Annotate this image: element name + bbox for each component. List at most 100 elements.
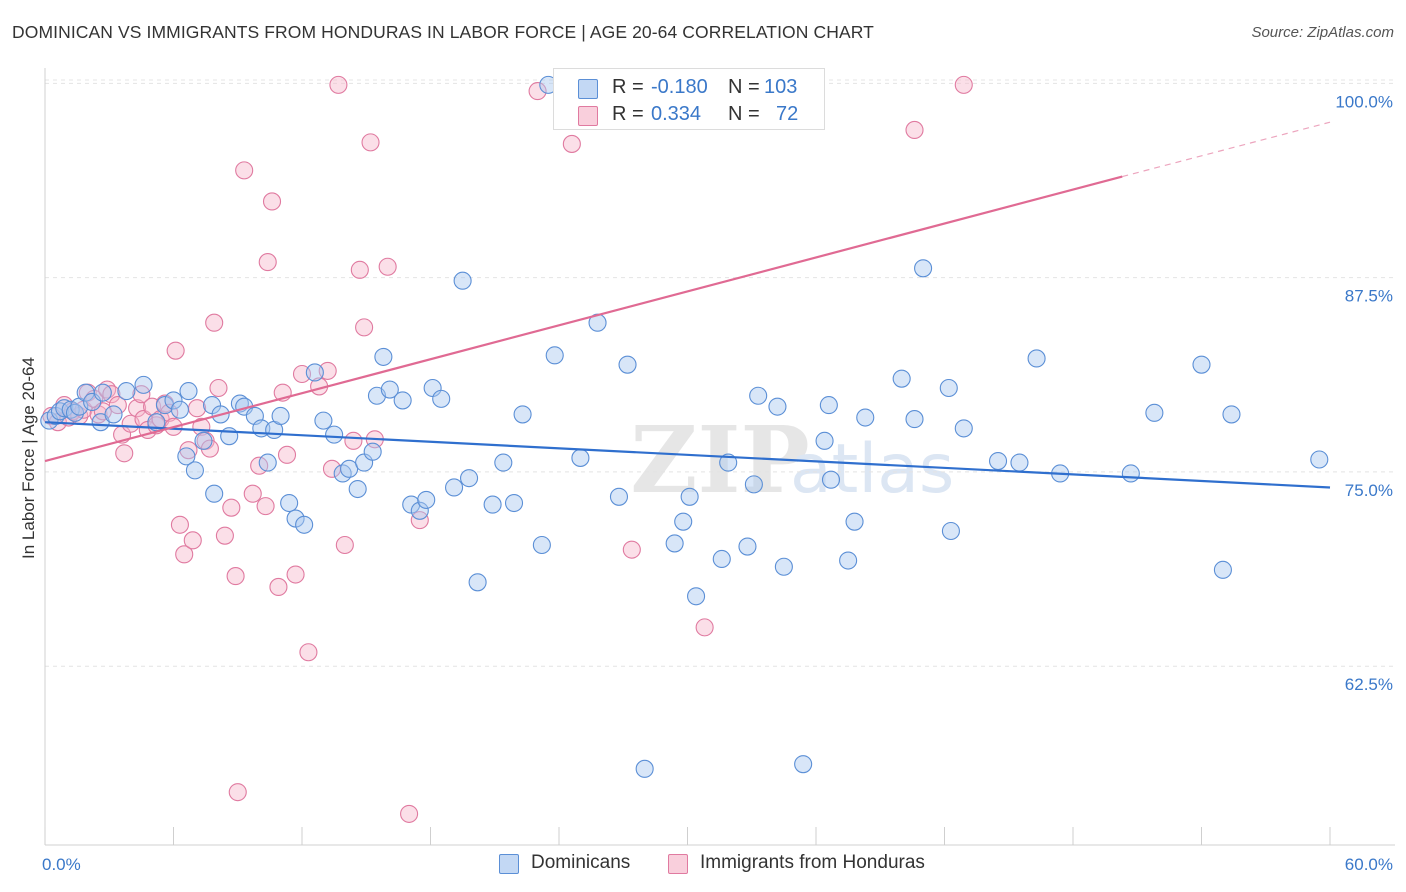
data-point-honduras [905, 120, 924, 140]
data-point-honduras [269, 577, 288, 597]
n-label: N = [728, 103, 760, 125]
data-point-dominican [1192, 355, 1211, 374]
data-point-dominican [179, 382, 198, 401]
data-point-honduras [115, 444, 134, 463]
data-point-honduras [205, 313, 224, 332]
data-point-honduras [400, 804, 419, 823]
honduras-swatch [578, 106, 598, 126]
data-point-dominican [170, 400, 189, 419]
stats-row-honduras: R = 0.334 N = 72 [554, 100, 824, 128]
data-point-dominican [295, 515, 314, 534]
data-point-dominican [333, 464, 352, 483]
r-label: R = [612, 103, 644, 125]
data-point-dominican [618, 355, 637, 374]
stats-legend: R = -0.180 N = 103 R = 0.334 N = 72 [553, 68, 825, 130]
data-point-dominican [815, 431, 834, 450]
data-point-dominican [363, 442, 382, 461]
trend-lines [44, 121, 1331, 489]
data-point-dominican [635, 759, 654, 778]
data-point-honduras [954, 75, 973, 94]
data-point-honduras [215, 526, 234, 545]
data-point-dominican [1145, 403, 1164, 422]
data-point-dominican [314, 411, 333, 430]
data-point-dominican [280, 493, 299, 513]
series-legend: Dominicans Immigrants from Honduras [0, 852, 1406, 876]
data-point-honduras [622, 540, 641, 559]
data-point-honduras [228, 783, 247, 802]
data-point-dominican [185, 461, 204, 480]
data-point-honduras [170, 515, 189, 534]
data-point-dominican [532, 535, 551, 555]
data-point-dominican [374, 347, 393, 366]
trend-line-honduras-extension [1122, 121, 1331, 178]
data-point-dominican [821, 470, 841, 489]
data-point-dominican [738, 537, 757, 556]
data-point-dominican [939, 378, 958, 398]
data-point-honduras [562, 134, 581, 153]
data-point-dominican [393, 391, 412, 410]
data-point-dominican [380, 380, 399, 399]
data-point-honduras [528, 82, 547, 101]
data-point-honduras [262, 192, 282, 211]
n-value: 103 [764, 76, 798, 98]
data-point-dominican [744, 475, 763, 494]
data-point-dominican [205, 484, 224, 503]
data-point-honduras [128, 399, 147, 418]
chart-title: DOMINICAN VS IMMIGRANTS FROM HONDURAS IN… [12, 22, 874, 42]
data-point-dominican [459, 469, 479, 488]
data-point-dominican [348, 479, 367, 499]
data-point-honduras [355, 318, 374, 337]
data-point-dominican [93, 383, 112, 402]
legend-label: Dominicans [531, 852, 631, 873]
data-point-dominican [774, 557, 793, 576]
data-point-honduras [209, 378, 228, 398]
watermark-atlas: atlas [790, 430, 954, 509]
data-point-dominican [305, 363, 324, 382]
data-point-dominican [1027, 349, 1046, 368]
data-point-dominican [914, 259, 933, 278]
data-point-dominican [941, 521, 960, 541]
y-tick-label: 100.0% [1335, 92, 1393, 111]
data-point-honduras [361, 133, 380, 152]
data-point-honduras [350, 260, 369, 279]
data-point-dominican [749, 386, 768, 405]
data-point-dominican [194, 431, 213, 450]
data-point-honduras [188, 399, 207, 418]
data-point-dominican [258, 453, 277, 472]
data-point-dominican [571, 448, 590, 467]
data-point-dominican [410, 501, 429, 520]
data-point-dominican [905, 410, 924, 429]
dominicans-swatch [578, 79, 598, 99]
x-tick-label: 0.0% [42, 855, 81, 874]
data-point-dominican [545, 346, 564, 365]
data-point-dominican [445, 478, 464, 497]
data-point-honduras [226, 567, 245, 586]
data-point-honduras [243, 484, 262, 503]
data-point-dominican [134, 375, 153, 394]
data-point-dominican [453, 271, 472, 290]
y-tick-label: 75.0% [1345, 481, 1393, 500]
data-point-dominican [513, 405, 532, 424]
data-point-honduras [344, 431, 363, 450]
data-point-dominican [768, 397, 787, 416]
data-point-honduras [286, 565, 305, 584]
data-point-dominican [1213, 560, 1232, 579]
stats-row-dominicans: R = -0.180 N = 103 [554, 73, 824, 101]
data-point-dominican [674, 512, 693, 531]
data-point-honduras [222, 498, 241, 517]
tick-labels: 62.5% 75.0% 87.5% 100.0% 0.0% 60.0% [42, 92, 1393, 874]
honduras-swatch [668, 854, 688, 874]
data-point-dominican [719, 453, 738, 472]
r-value: -0.180 [651, 76, 708, 98]
data-point-dominican [839, 551, 858, 570]
data-point-dominican [1222, 405, 1241, 424]
trend-line-honduras [44, 175, 1123, 463]
data-point-dominican [819, 396, 838, 415]
data-point-honduras [410, 511, 429, 530]
data-point-dominican [432, 389, 451, 408]
data-point-honduras [299, 643, 318, 662]
y-axis-label: In Labor Force | Age 20-64 [19, 357, 38, 559]
data-point-dominican [665, 534, 684, 553]
trend-line-dominicans [44, 421, 1331, 489]
